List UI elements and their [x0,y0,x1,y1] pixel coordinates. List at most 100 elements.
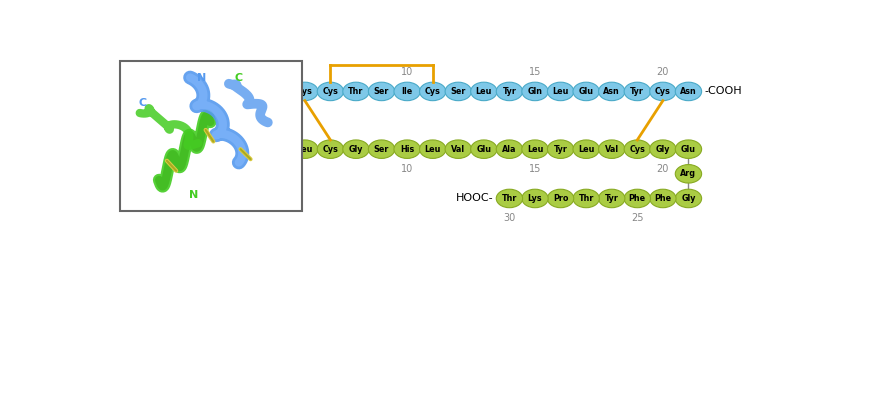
Text: Asn: Asn [603,87,620,96]
Text: Cys: Cys [628,145,645,154]
Ellipse shape [573,140,599,158]
Text: Cys: Cys [296,87,312,96]
Text: 15: 15 [528,67,541,77]
Text: Thr: Thr [501,194,516,203]
Text: 25: 25 [630,213,643,223]
Ellipse shape [419,140,446,158]
Ellipse shape [495,189,522,208]
Ellipse shape [573,82,599,101]
Text: Phe: Phe [169,145,185,154]
Text: Arg: Arg [680,169,696,178]
Text: Gly: Gly [348,145,363,154]
Ellipse shape [470,140,496,158]
Text: His: His [400,145,414,154]
Ellipse shape [266,82,292,101]
Text: Thr: Thr [348,87,363,96]
Text: HOOC-: HOOC- [455,193,493,203]
Ellipse shape [598,82,624,101]
Ellipse shape [394,82,420,101]
Text: Leu: Leu [296,145,313,154]
Text: 1: 1 [174,67,180,77]
Text: -COOH: -COOH [704,86,741,97]
Ellipse shape [674,189,700,208]
Text: 5: 5 [275,67,282,77]
Text: Tyr: Tyr [604,194,618,203]
Text: 10: 10 [401,67,413,77]
Text: 30: 30 [503,213,515,223]
Ellipse shape [623,189,650,208]
Text: Leu: Leu [577,145,594,154]
Ellipse shape [240,82,267,101]
Text: N: N [189,190,198,200]
Ellipse shape [674,82,700,101]
Text: Leu: Leu [527,145,542,154]
Text: Val: Val [196,145,209,154]
Text: Gln: Gln [246,145,261,154]
Text: H$_2$N-: H$_2$N- [132,85,160,98]
Text: Ser: Ser [374,87,388,96]
Ellipse shape [419,82,446,101]
Text: Val: Val [604,145,618,154]
Ellipse shape [649,189,675,208]
Text: 5: 5 [275,164,282,174]
Text: Tyr: Tyr [553,145,567,154]
Text: Cys: Cys [322,145,338,154]
Ellipse shape [495,82,522,101]
Text: 20: 20 [656,164,668,174]
Ellipse shape [291,140,318,158]
Text: Leu: Leu [552,87,568,96]
Text: 20: 20 [656,67,668,77]
Text: Phe: Phe [653,194,671,203]
Ellipse shape [521,189,547,208]
Ellipse shape [368,82,395,101]
Ellipse shape [215,82,241,101]
Text: Phe: Phe [628,194,645,203]
Text: H$_2$N-: H$_2$N- [132,142,160,156]
Text: Gly: Gly [169,87,184,96]
Text: Thr: Thr [578,194,594,203]
Text: Leu: Leu [475,87,492,96]
Ellipse shape [317,82,343,101]
Ellipse shape [598,140,624,158]
Text: Lys: Lys [527,194,541,203]
Text: Val: Val [451,145,465,154]
Ellipse shape [547,140,573,158]
Text: Gly: Gly [655,145,669,154]
Text: Glu: Glu [476,145,491,154]
Text: N: N [197,72,206,83]
Text: Ile: Ile [401,87,412,96]
Ellipse shape [317,140,343,158]
Text: Cys: Cys [424,87,440,96]
Text: Ser: Ser [450,87,466,96]
Text: 1: 1 [174,164,180,174]
Text: Glu: Glu [578,87,593,96]
Ellipse shape [445,140,471,158]
Ellipse shape [240,140,267,158]
Ellipse shape [470,82,496,101]
Ellipse shape [342,140,368,158]
Ellipse shape [189,82,216,101]
Text: Cys: Cys [654,87,670,96]
Ellipse shape [649,82,675,101]
Text: Val: Val [221,87,235,96]
Ellipse shape [521,82,547,101]
Ellipse shape [598,189,624,208]
Text: Pro: Pro [553,194,567,203]
Text: Ala: Ala [501,145,516,154]
Text: 10: 10 [401,164,413,174]
Ellipse shape [163,82,190,101]
Text: Ser: Ser [374,145,388,154]
Ellipse shape [342,82,368,101]
Ellipse shape [547,189,573,208]
Text: Gln: Gln [271,87,287,96]
Text: Asn: Asn [680,87,696,96]
Ellipse shape [674,140,700,158]
Ellipse shape [495,140,522,158]
Ellipse shape [623,140,650,158]
Text: C: C [138,98,146,108]
Ellipse shape [368,140,395,158]
Text: 15: 15 [528,164,541,174]
Ellipse shape [547,82,573,101]
Ellipse shape [573,189,599,208]
Text: Tyr: Tyr [502,87,516,96]
